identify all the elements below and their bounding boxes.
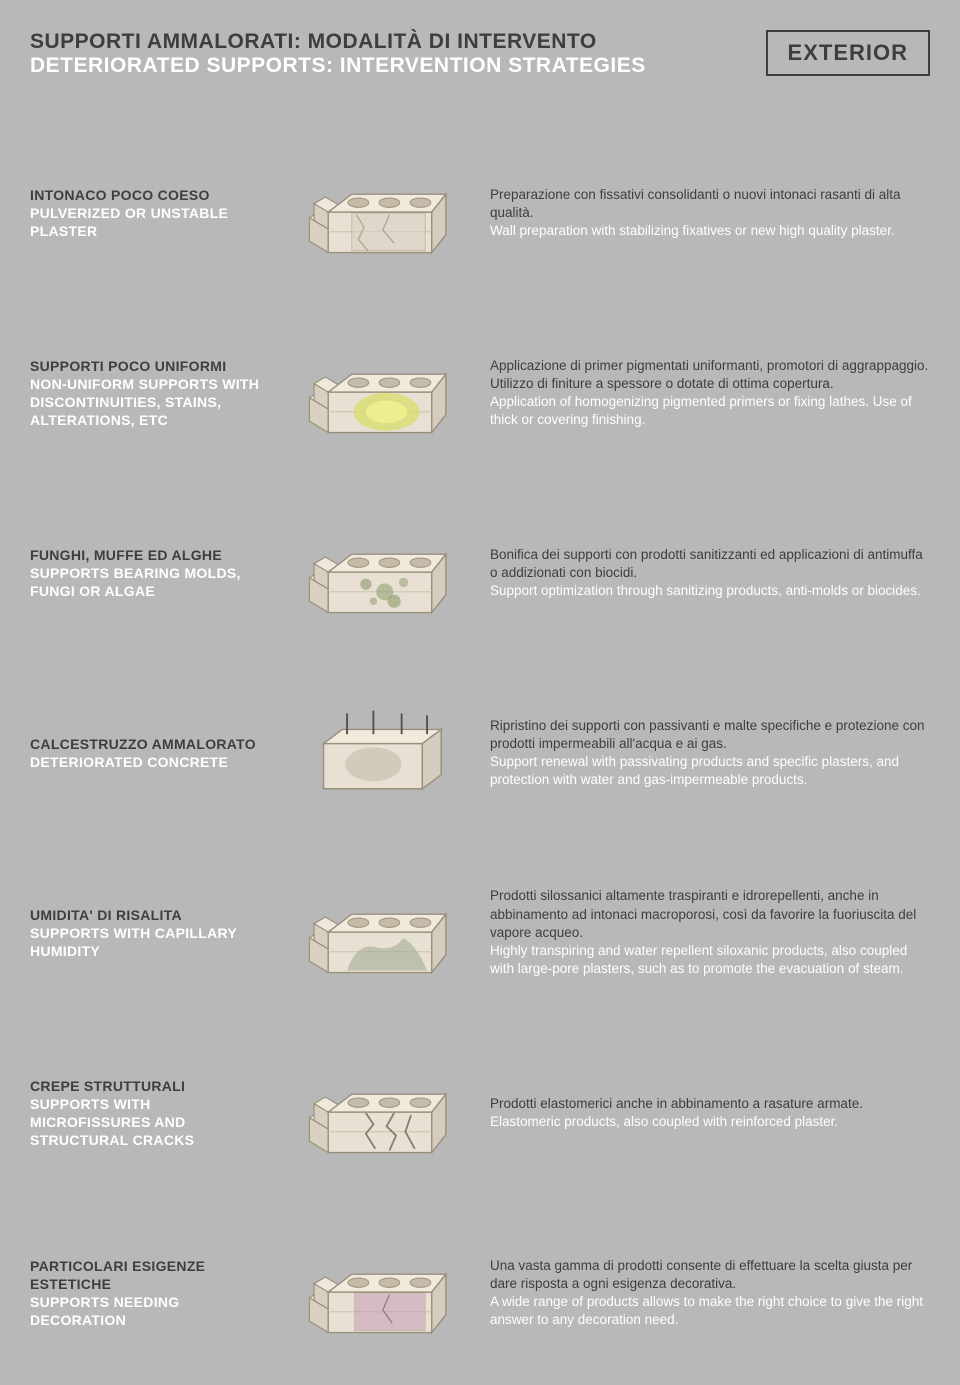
title-italian: SUPPORTI AMMALORATI: MODALITÀ DI INTERVE…: [30, 30, 766, 54]
title-block: SUPPORTI AMMALORATI: MODALITÀ DI INTERVE…: [30, 30, 766, 78]
body-italian: Preparazione con fissativi consolidanti …: [490, 186, 930, 222]
body-col: Ripristino dei supporti con passivanti e…: [490, 717, 930, 790]
label-english: SUPPORTS WITH MICROFISSURES AND STRUCTUR…: [30, 1095, 270, 1150]
body-english: A wide range of products allows to make …: [490, 1293, 930, 1329]
title-english: DETERIORATED SUPPORTS: INTERVENTION STRA…: [30, 54, 766, 78]
label-italian: UMIDITA' DI RISALITA: [30, 906, 270, 924]
row-cracks: CREPE STRUTTURALI SUPPORTS WITH MICROFIS…: [30, 1058, 930, 1168]
body-italian: Prodotti elastomerici anche in abbinamen…: [490, 1095, 930, 1113]
content-rows: INTONACO POCO COESO PULVERIZED OR UNSTAB…: [30, 158, 930, 1348]
label-col: INTONACO POCO COESO PULVERIZED OR UNSTAB…: [30, 186, 270, 241]
label-english: SUPPORTS BEARING MOLDS, FUNGI OR ALGAE: [30, 564, 270, 600]
body-english: Elastomeric products, also coupled with …: [490, 1113, 930, 1131]
label-english: NON-UNIFORM SUPPORTS WITH DISCONTINUITIE…: [30, 375, 270, 430]
illustration-humidity: [290, 878, 470, 988]
body-italian: Una vasta gamma di prodotti consente di …: [490, 1257, 930, 1293]
label-col: PARTICOLARI ESIGENZE ESTETICHE SUPPORTS …: [30, 1257, 270, 1330]
illustration-cracks: [290, 1058, 470, 1168]
row-concrete: CALCESTRUZZO AMMALORATO DETERIORATED CON…: [30, 698, 930, 808]
row-plaster: INTONACO POCO COESO PULVERIZED OR UNSTAB…: [30, 158, 930, 268]
label-col: FUNGHI, MUFFE ED ALGHE SUPPORTS BEARING …: [30, 546, 270, 601]
body-col: Bonifica dei supporti con prodotti sanit…: [490, 546, 930, 601]
body-english: Support optimization through sanitizing …: [490, 582, 930, 600]
label-english: DETERIORATED CONCRETE: [30, 753, 270, 771]
body-italian: Prodotti silossanici altamente traspiran…: [490, 887, 930, 942]
label-col: CREPE STRUTTURALI SUPPORTS WITH MICROFIS…: [30, 1077, 270, 1150]
body-english: Support renewal with passivating product…: [490, 753, 930, 789]
label-col: SUPPORTI POCO UNIFORMI NON-UNIFORM SUPPO…: [30, 357, 270, 430]
body-col: Preparazione con fissativi consolidanti …: [490, 186, 930, 241]
body-italian: Bonifica dei supporti con prodotti sanit…: [490, 546, 930, 582]
body-english: Application of homogenizing pigmented pr…: [490, 393, 930, 429]
body-col: Applicazione di primer pigmentati unifor…: [490, 357, 930, 430]
illustration-concrete: [290, 698, 470, 808]
label-italian: CALCESTRUZZO AMMALORATO: [30, 735, 270, 753]
illustration-nonuniform: [290, 338, 470, 448]
label-italian: INTONACO POCO COESO: [30, 186, 270, 204]
body-english: Highly transpiring and water repellent s…: [490, 942, 930, 978]
page-header: SUPPORTI AMMALORATI: MODALITÀ DI INTERVE…: [30, 30, 930, 78]
label-english: SUPPORTS NEEDING DECORATION: [30, 1293, 270, 1329]
body-english: Wall preparation with stabilizing fixati…: [490, 222, 930, 240]
body-italian: Ripristino dei supporti con passivanti e…: [490, 717, 930, 753]
label-col: UMIDITA' DI RISALITA SUPPORTS WITH CAPIL…: [30, 906, 270, 961]
body-col: Prodotti silossanici altamente traspiran…: [490, 887, 930, 978]
label-italian: FUNGHI, MUFFE ED ALGHE: [30, 546, 270, 564]
row-decor: PARTICOLARI ESIGENZE ESTETICHE SUPPORTS …: [30, 1238, 930, 1348]
body-col: Prodotti elastomerici anche in abbinamen…: [490, 1095, 930, 1131]
body-italian: Applicazione di primer pigmentati unifor…: [490, 357, 930, 393]
row-mold: FUNGHI, MUFFE ED ALGHE SUPPORTS BEARING …: [30, 518, 930, 628]
label-english: PULVERIZED OR UNSTABLE PLASTER: [30, 204, 270, 240]
exterior-badge: EXTERIOR: [766, 30, 930, 76]
illustration-plaster: [290, 158, 470, 268]
row-nonuniform: SUPPORTI POCO UNIFORMI NON-UNIFORM SUPPO…: [30, 338, 930, 448]
body-col: Una vasta gamma di prodotti consente di …: [490, 1257, 930, 1330]
label-english: SUPPORTS WITH CAPILLARY HUMIDITY: [30, 924, 270, 960]
row-humidity: UMIDITA' DI RISALITA SUPPORTS WITH CAPIL…: [30, 878, 930, 988]
label-italian: PARTICOLARI ESIGENZE ESTETICHE: [30, 1257, 270, 1293]
label-italian: SUPPORTI POCO UNIFORMI: [30, 357, 270, 375]
illustration-decor: [290, 1238, 470, 1348]
illustration-mold: [290, 518, 470, 628]
label-italian: CREPE STRUTTURALI: [30, 1077, 270, 1095]
label-col: CALCESTRUZZO AMMALORATO DETERIORATED CON…: [30, 735, 270, 771]
